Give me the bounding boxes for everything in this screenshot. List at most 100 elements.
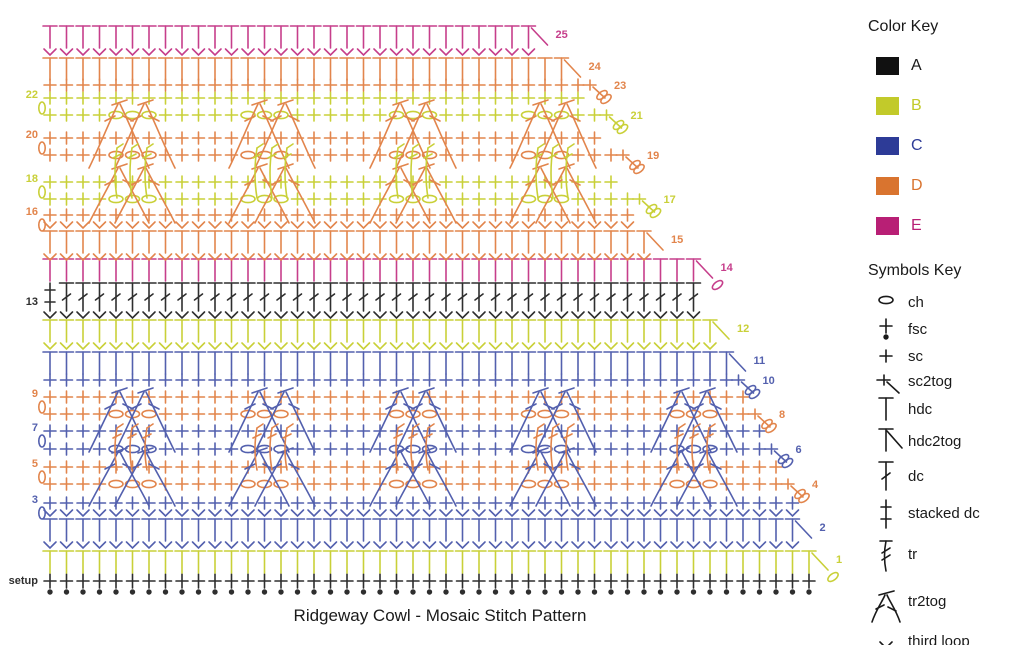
row-label-14: 14 [721,262,734,274]
color-swatch-E-icon [876,217,899,235]
symbol-label-sc: sc [908,347,923,365]
row-label-11: 11 [754,355,766,367]
tr2tog-icon [871,590,901,623]
dc-icon [878,461,894,491]
symbol-label-tr: tr [908,545,918,563]
symbols-key-entry-dc: dc [868,458,1020,494]
chart-row-23: 23 [43,78,626,105]
row-label-5: 5 [32,458,38,470]
third-loop-icon [879,641,893,645]
color-key-entry-B: B [876,86,1020,126]
symbol-label-ch: ch [908,293,924,311]
chart-row-1: 1 [42,550,842,583]
sc-icon [879,349,893,363]
row-label-21: 21 [631,110,643,122]
chart-row-4: 4 [43,477,819,504]
fsc-icon [879,318,893,340]
symbols-key-entry-sc2tog: sc2tog [868,368,1020,394]
chart-row-25: 25 [42,25,568,57]
chart-row-15: 15 [42,230,683,262]
chart-row-17: 17 [43,192,676,219]
color-key-entries: A B C D E [862,46,1020,246]
symbol-label-tr2tog: tr2tog [908,592,947,610]
row-label-23: 23 [614,80,626,92]
lower-cable-band [88,387,738,507]
chart-row-12: 12 [42,319,749,351]
row-label-9: 9 [32,388,38,400]
color-key-entry-C: C [876,126,1020,166]
row-label-22: 22 [26,89,38,101]
symbols-key-entry-stacked_dc: stacked dc [868,494,1020,532]
color-label-B: B [911,97,922,114]
chart-row-24: 24 [42,57,602,81]
row-label-12: 12 [737,323,749,335]
color-label-E: E [911,217,922,234]
symbols-key-entry-hdc2tog: hdc2tog [868,424,1020,458]
row-label-16: 16 [26,206,38,218]
row-label-19: 19 [647,150,659,162]
chart-row-3: 3 [32,494,800,520]
symbols-key-entry-fsc: fsc [868,314,1020,344]
row-label-8: 8 [779,409,785,421]
color-key-title: Color Key [868,18,939,35]
key-panel: Color Key A B C D E Symbols Key ch fsc sc sc2to… [862,18,1020,645]
symbols-key-entry-tr: tr [868,532,1020,576]
chart-row-20: 20 [26,129,602,155]
chart-row-22: 22 [26,89,585,115]
row-label-15: 15 [671,234,683,246]
hdc-icon [878,397,894,421]
row-label-2: 2 [820,522,826,534]
row-label-13: 13 [26,296,38,308]
color-swatch-B-icon [876,97,899,115]
row-label-20: 20 [26,129,38,141]
color-label-D: D [911,177,923,194]
chart-row-13: 13 [26,282,702,320]
symbols-key-entry-third_loop: third loop [868,626,1020,645]
symbol-label-third_loop: third loop [908,632,970,645]
color-swatch-D-icon [876,177,899,195]
symbols-key-entry-tr2tog: tr2tog [868,576,1020,626]
chart-row-10: 10 [43,373,775,400]
color-label-C: C [911,137,923,154]
upper-cable-band [88,99,597,224]
row-label-1: 1 [836,554,842,566]
chart-row-11: 11 [42,351,766,375]
row-label-4: 4 [812,479,819,491]
chart-row-18: 18 [26,173,618,199]
symbols-key-entries: ch fsc sc sc2tog hdc hdc2tog dc stacked dc tr tr2… [862,290,1020,645]
row-label-18: 18 [26,173,38,185]
symbols-key-entry-ch: ch [868,290,1020,314]
row-label-setup: setup [9,575,39,587]
symbol-label-stacked_dc: stacked dc [908,504,980,522]
color-key-entry-D: D [876,166,1020,206]
sc2tog-icon [876,374,900,394]
chart-title: Ridgeway Cowl - Mosaic Stitch Pattern [293,606,587,625]
color-key-entry-E: E [876,206,1020,246]
symbol-label-hdc2tog: hdc2tog [908,432,962,450]
symbol-label-fsc: fsc [908,320,928,338]
color-key-entry-A: A [876,46,1020,86]
row-label-7: 7 [32,422,38,434]
chart-row-8: 8 [43,407,785,434]
symbols-key: Symbols Key ch fsc sc sc2tog hdc hdc2tog dc sta… [862,262,1020,645]
ch-icon [878,295,894,305]
stacked-dc-icon [880,499,892,529]
stitch-chart: setup12345678910111213141516171819202122… [9,25,842,595]
color-swatch-C-icon [876,137,899,155]
chart-row-setup: setup [9,573,816,595]
row-label-3: 3 [32,494,38,506]
row-label-17: 17 [664,194,676,206]
tr-icon [879,540,893,572]
chart-row-14: 14 [42,258,734,291]
row-label-24: 24 [589,61,602,73]
row-label-25: 25 [556,29,568,41]
row-label-6: 6 [796,444,802,456]
symbol-label-dc: dc [908,467,924,485]
color-label-A: A [911,57,922,74]
symbols-key-entry-sc: sc [868,344,1020,368]
chart-row-2: 2 [42,518,826,550]
hdc2tog-icon [878,428,903,452]
chart-row-5: 5 [32,458,783,484]
symbol-label-hdc: hdc [908,400,933,418]
